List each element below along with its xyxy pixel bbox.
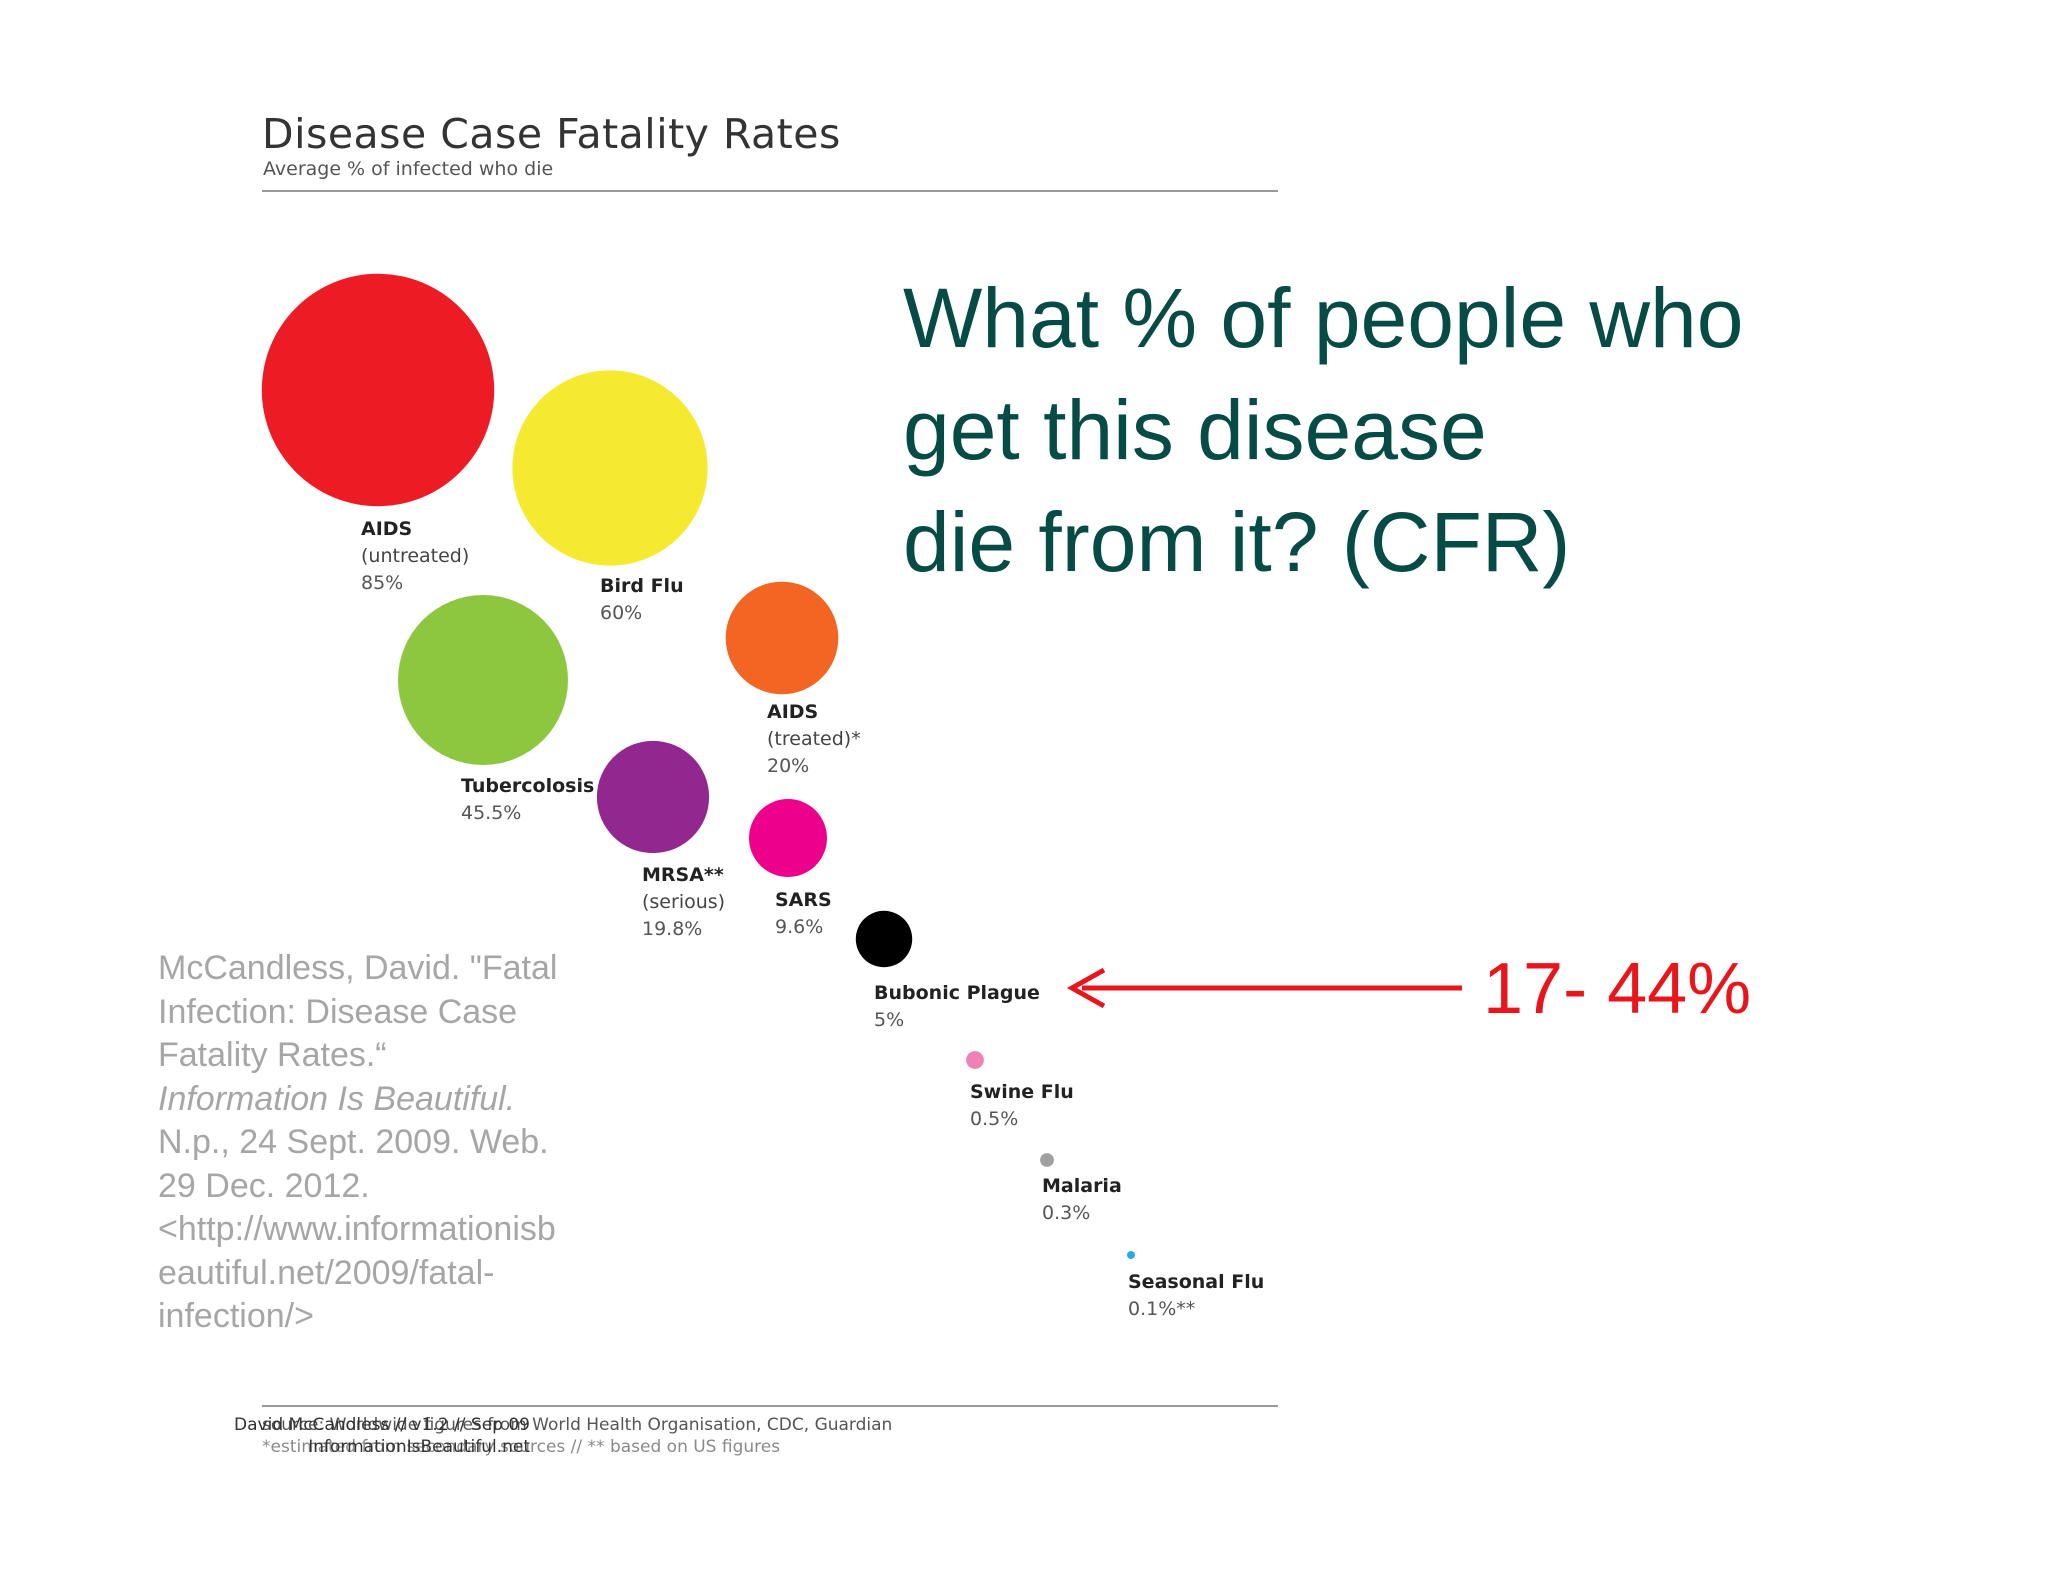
bubble-tubercolosis [398,595,568,765]
bubble-label-aids-untreated: AIDS (untreated) 85% [361,516,469,597]
headline-line-3: die from it? (CFR) [903,495,1571,589]
bubble-name: Bird Flu [600,575,684,597]
bubble-mrsa-serious [596,740,710,854]
citation-line-1: McCandless, David. "Fatal [158,949,558,987]
annotation-value: 17- 44% [1483,949,1752,1029]
footer-notes-text: *estimated from secondary sources // ** … [262,1437,781,1457]
bubble-value: 45.5% [461,802,522,824]
bubble-label-aids-treated: AIDS (treated)* 20% [767,699,861,780]
bubble-name: Malaria [1042,1175,1122,1197]
bubble-seasonal-flu [1127,1251,1135,1259]
bottom-divider [262,1405,1278,1407]
bubble-aids-treated [725,581,839,695]
citation: McCandless, David. "Fatal Infection: Dis… [158,947,598,1339]
chart-subtitle: Average % of infected who die [263,158,554,180]
bubble-aids-untreated [261,273,495,507]
bubble-label-mrsa-serious: MRSA** (serious) 19.8% [642,862,725,943]
bubble-name: Tubercolosis [461,775,595,797]
bubble-value: 0.1%** [1128,1298,1196,1320]
bubble-name: SARS [775,889,832,911]
headline-line-2: get this disease [903,383,1487,477]
footer-credit: David McCandless // v1.2 // Sep 09 Infor… [234,1414,530,1458]
bubble-name: Bubonic Plague [874,982,1040,1004]
footer-credit-text: David McCandless // v1.2 // Sep 09 [234,1415,530,1435]
arrow-head [1066,967,1106,1009]
footer-source: source: Worldwide figures from World Hea… [262,1414,892,1458]
bubble-label-tubercolosis: Tubercolosis 45.5% [461,773,594,827]
headline-line-1: What % of people who [903,271,1744,365]
chart-title: Disease Case Fatality Rates [262,110,841,158]
bubble-note: (serious) [642,891,726,913]
citation-line-5: N.p., 24 Sept. 2009. Web. [158,1123,549,1161]
bubble-value: 0.5% [970,1108,1019,1130]
footer-site-text: InformationIsBeautiful.net [308,1437,530,1457]
bubble-value: 85% [361,572,404,594]
bubble-bubonic-plague [855,910,913,968]
bubble-label-swine-flu: Swine Flu 0.5% [970,1079,1074,1133]
bubble-value: 20% [767,755,810,777]
bubble-sars [749,799,827,877]
bubble-label-bird-flu: Bird Flu 60% [600,573,684,627]
bubble-label-seasonal-flu: Seasonal Flu 0.1%** [1128,1269,1264,1323]
citation-line-8: eautiful.net/2009/fatal- [158,1253,495,1292]
bubble-value: 0.3% [1042,1202,1091,1224]
bubble-value: 5% [874,1009,905,1031]
bubble-label-sars: SARS 9.6% [775,887,832,941]
footer-source-text: source: Worldwide figures from World Hea… [262,1415,893,1435]
bubble-swine-flu [966,1051,984,1069]
citation-line-9: infection/> [158,1297,314,1335]
citation-line-6: 29 Dec. 2012. [158,1166,370,1205]
annotation-arrow [1066,967,1462,1009]
bubble-note: (treated)* [767,728,861,750]
infographic: Disease Case Fatality Rates Average % of… [234,110,1278,1458]
bubble-name: AIDS [361,518,413,540]
citation-line-3: Fatality Rates.“ [158,1036,387,1074]
bubble-value: 60% [600,602,643,624]
bubble-note: (untreated) [361,545,470,567]
bubble-name: MRSA** [642,864,724,886]
bubble-label-bubonic-plague: Bubonic Plague 5% [874,980,1040,1034]
bubble-name: Swine Flu [970,1081,1074,1103]
bubble-name: Seasonal Flu [1128,1271,1265,1293]
bubble-bird-flu [512,370,708,566]
bubble-chart [261,273,1135,1259]
citation-line-2: Infection: Disease Case [158,992,518,1031]
bubble-name: AIDS [767,701,819,723]
bubble-label-malaria: Malaria 0.3% [1042,1173,1122,1227]
top-divider [262,190,1278,192]
citation-line-7: <http://www.informationisb [158,1210,556,1248]
citation-line-4: Information Is Beautiful. [158,1079,516,1118]
bubble-value: 9.6% [775,916,824,938]
bubble-value: 19.8% [642,918,703,940]
bubble-malaria [1040,1153,1054,1167]
slide-headline: What % of people who get this disease di… [903,262,1744,598]
